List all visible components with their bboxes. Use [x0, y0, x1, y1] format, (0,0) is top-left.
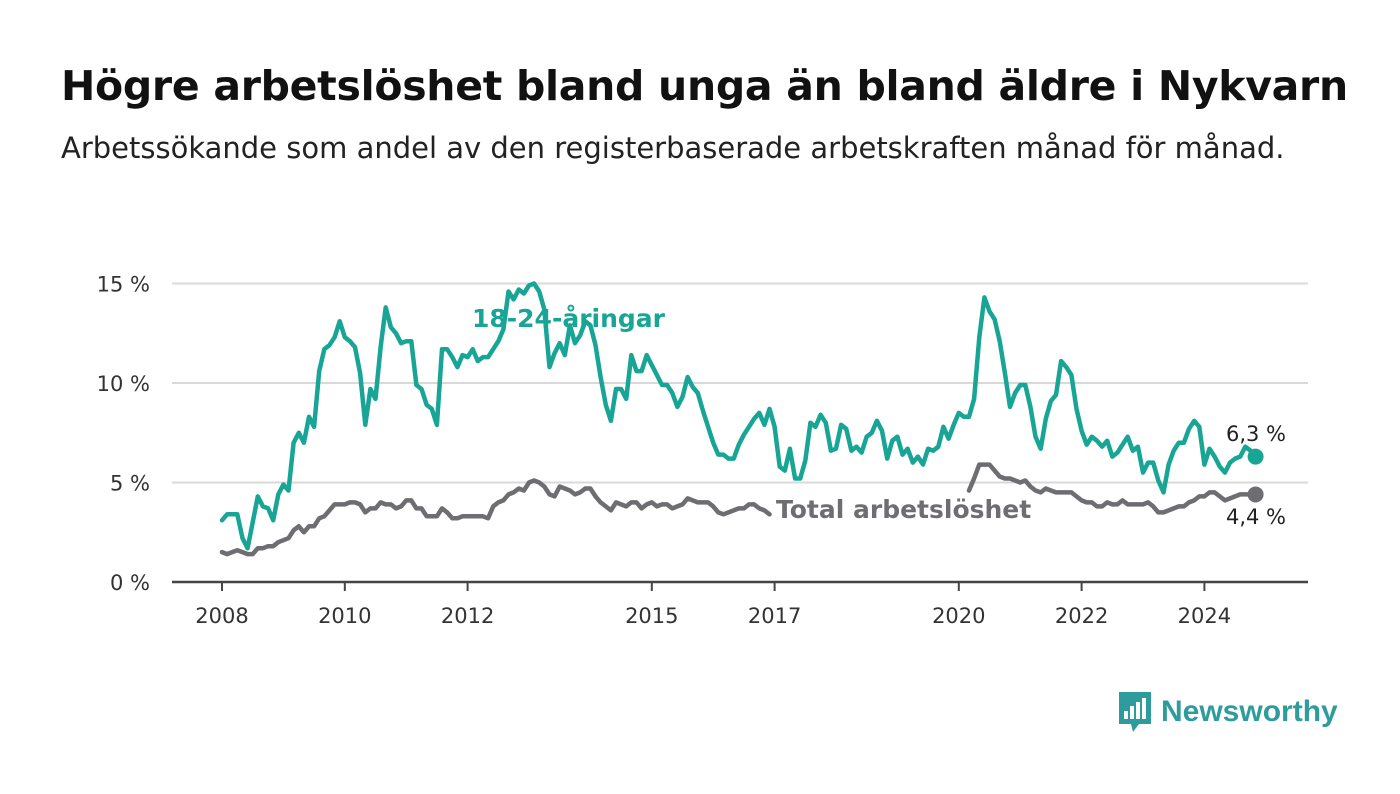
chart-subtitle: Arbetssökande som andel av den registerb…	[61, 131, 1285, 165]
youth-series-line	[219, 281, 1258, 551]
x-tick-label: 2017	[748, 604, 801, 628]
x-axis: 2008 2010 2012 2015 2017 2020 2022 2024	[172, 580, 1308, 628]
youth-end-marker	[1247, 448, 1264, 465]
y-tick-label: 15 %	[97, 273, 150, 297]
total-series-line	[966, 462, 1258, 515]
x-tick-label: 2024	[1178, 604, 1231, 628]
newsworthy-logo: Newsworthy	[1117, 690, 1338, 734]
chart-title: Högre arbetslöshet bland unga än bland ä…	[61, 62, 1348, 110]
youth-series-label: 18-24-åringar	[472, 304, 666, 333]
total-series-label: Total arbetslöshet	[776, 495, 1031, 524]
x-tick-label: 2008	[195, 604, 248, 628]
total-end-marker	[1247, 486, 1264, 503]
x-tick-label: 2015	[625, 604, 678, 628]
x-tick-label: 2022	[1055, 604, 1108, 628]
brand-name: Newsworthy	[1161, 695, 1338, 728]
series-lines	[219, 281, 1264, 557]
series-labels: 18-24-åringar Total arbetslöshet 6,3 % 4,4 …	[472, 304, 1286, 529]
x-tick-label: 2020	[932, 604, 985, 628]
youth-end-value: 6,3 %	[1226, 422, 1286, 446]
x-tick-label: 2010	[318, 604, 371, 628]
total-end-value: 4,4 %	[1226, 505, 1286, 529]
bar-chart-speech-bubble-icon	[1119, 692, 1151, 732]
y-tick-label: 0 %	[110, 571, 150, 595]
x-tick-label: 2012	[441, 604, 494, 628]
y-tick-label: 5 %	[110, 472, 150, 496]
y-tick-label: 10 %	[97, 372, 150, 396]
y-tick-labels: 0 % 5 % 10 % 15 %	[97, 273, 150, 596]
total-series-line	[219, 478, 772, 557]
